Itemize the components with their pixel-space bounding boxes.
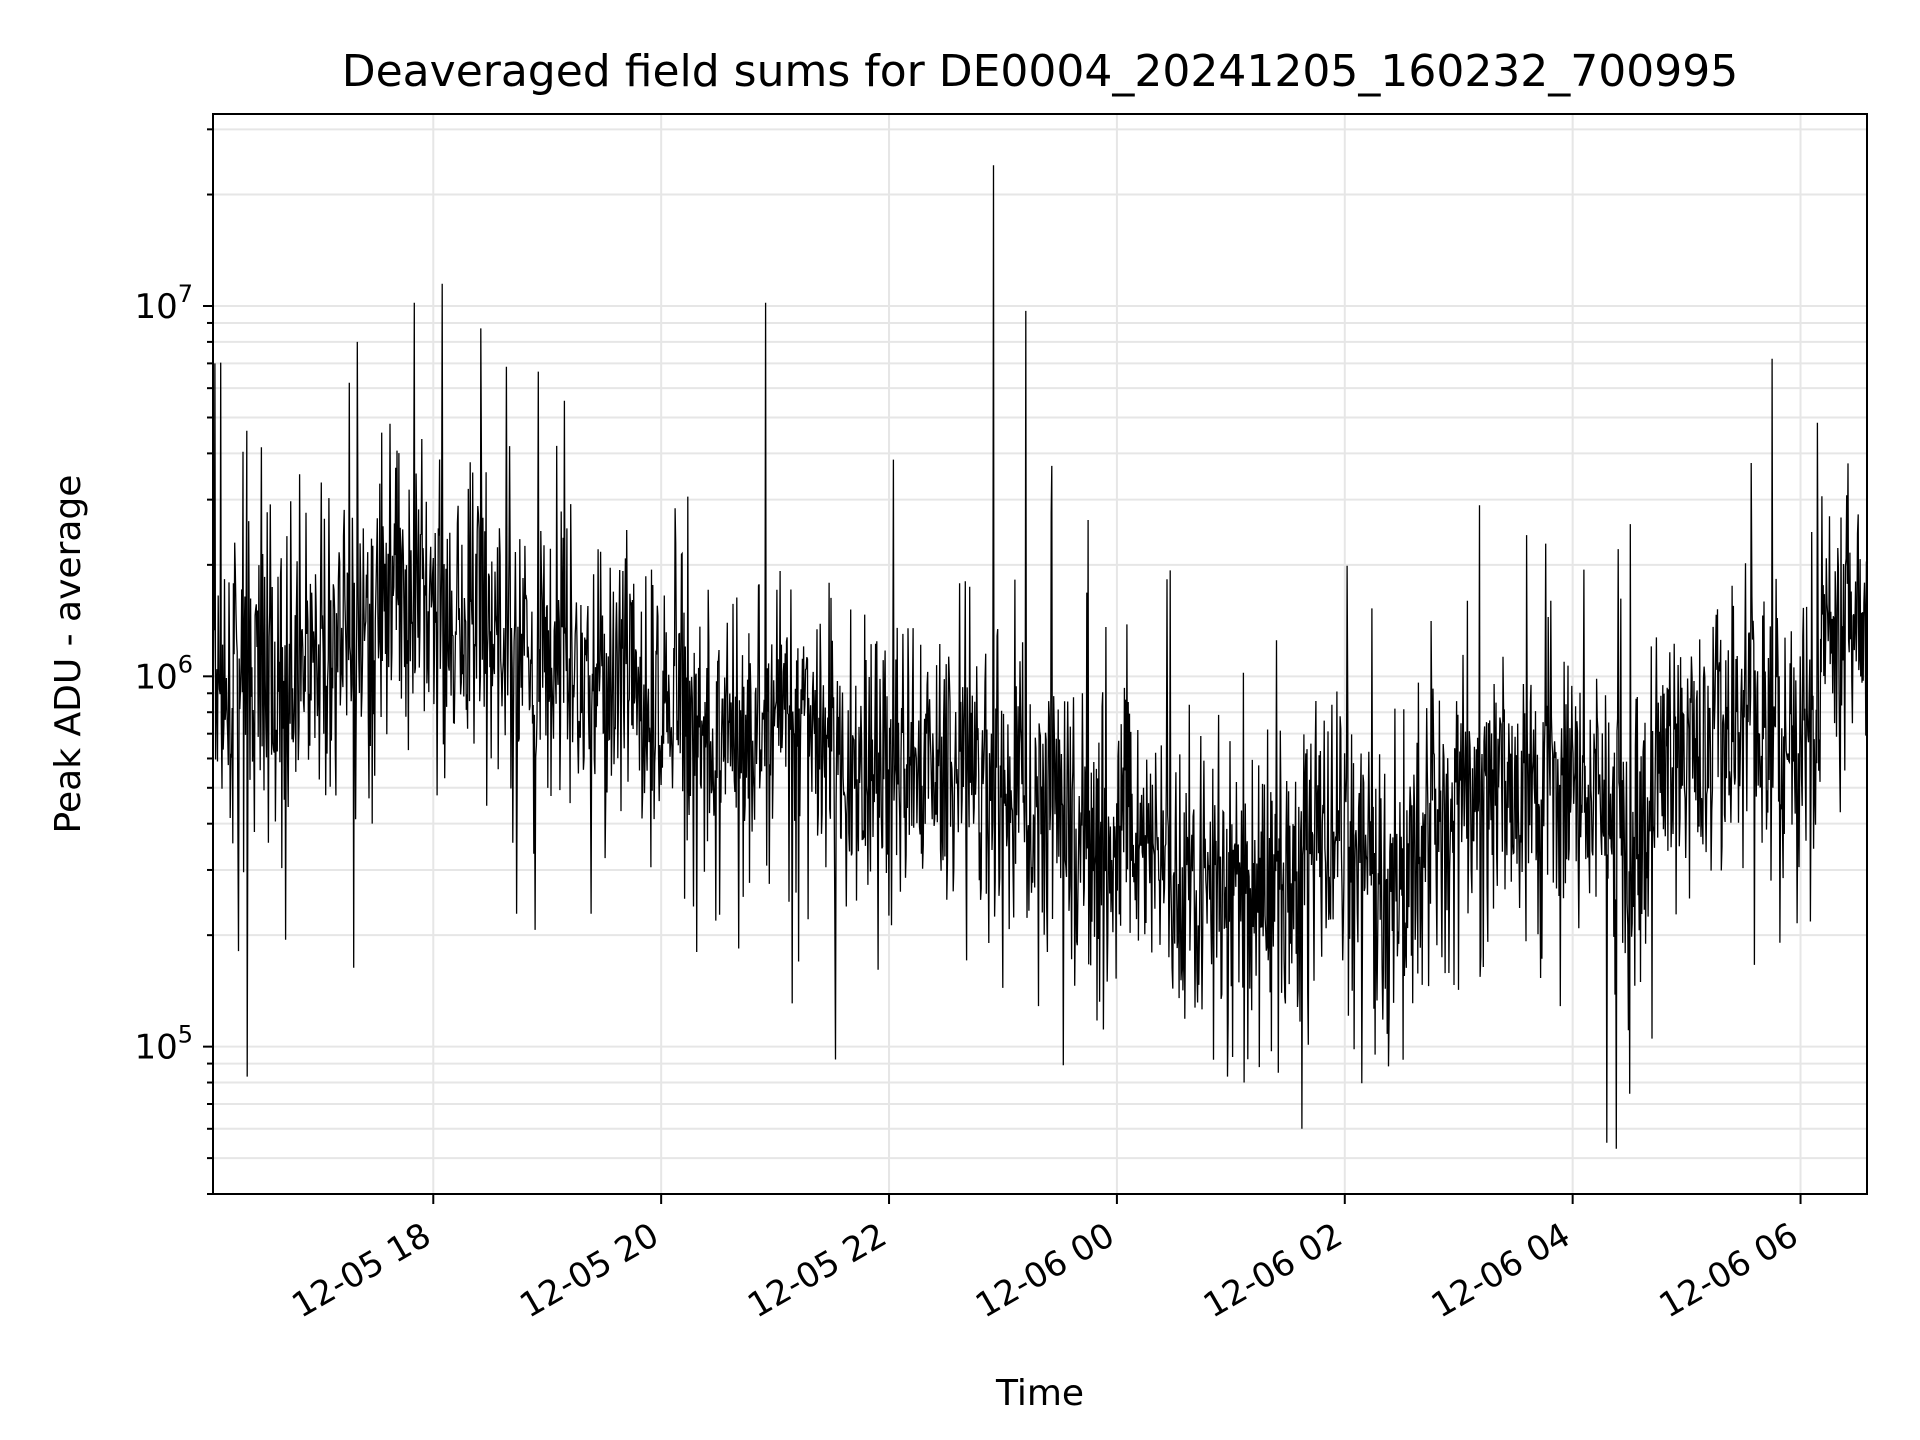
- y-axis: 105 106 107: [134, 128, 213, 1195]
- plot-frame: [212, 113, 1868, 1195]
- x-axis-label: Time: [995, 1373, 1084, 1414]
- y-tick-label: 106: [134, 650, 193, 697]
- y-tick-label: 107: [134, 280, 193, 327]
- chart-title: Deaveraged field sums for DE0004_2024120…: [342, 46, 1739, 97]
- series-line: [212, 165, 1868, 1149]
- y-tick-label: 105: [134, 1021, 193, 1068]
- series-group: [212, 165, 1868, 1149]
- y-axis-label: Peak ADU - average: [48, 475, 89, 834]
